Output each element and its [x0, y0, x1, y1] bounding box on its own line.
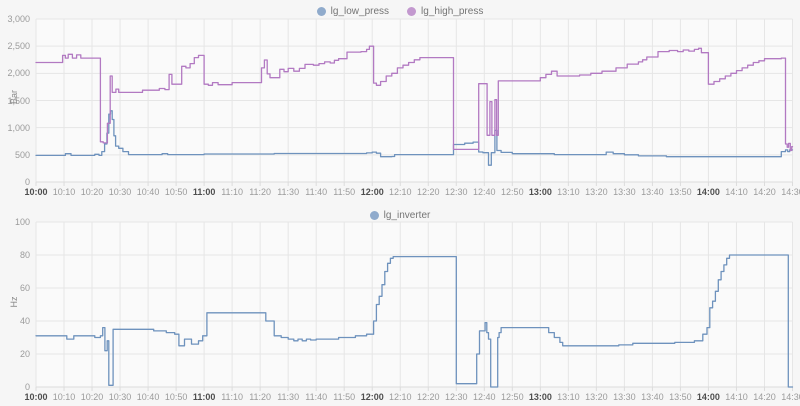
y-tick-label: 0 — [24, 382, 30, 392]
x-tick-label: 11:40 — [305, 187, 328, 197]
legend-dot-lg_low_press — [316, 7, 326, 16]
x-tick-label: 11:30 — [277, 187, 300, 197]
y-tick-label: 100 — [14, 217, 30, 227]
x-tick-label: 11:00 — [192, 187, 216, 197]
y-tick-label: 40 — [19, 316, 30, 326]
x-tick-label: 13:10 — [557, 187, 580, 197]
legend-label: lg_low_press — [330, 6, 390, 17]
x-tick-label: 11:00 — [192, 392, 216, 402]
x-tick-label: 12:20 — [416, 392, 440, 402]
x-tick-label: 13:40 — [641, 187, 664, 197]
x-tick-label: 12:00 — [360, 392, 384, 402]
x-tick-label: 11:50 — [333, 187, 356, 197]
x-tick-label: 14:10 — [725, 392, 748, 402]
x-tick-label: 10:30 — [108, 392, 132, 402]
series-line-lg_inverter — [35, 254, 794, 388]
x-tick-label: 11:20 — [249, 392, 272, 402]
x-tick-label: 12:40 — [473, 392, 496, 402]
pressure-legend: lg_low_press lg_high_press — [0, 6, 800, 17]
x-tick-label: 13:00 — [528, 392, 552, 402]
x-tick-label: 12:30 — [445, 392, 468, 402]
x-tick-label: 12:00 — [360, 187, 384, 197]
x-tick-label: 14:20 — [753, 187, 776, 197]
x-tick-label: 11:50 — [333, 392, 356, 402]
y-tick-label: 500 — [14, 149, 30, 160]
x-tick-label: 11:40 — [305, 392, 328, 402]
legend-item-lg_high_press[interactable]: lg_high_press — [407, 6, 483, 17]
y-tick-label: 0 — [24, 177, 30, 187]
x-tick-label: 11:30 — [277, 392, 300, 402]
x-tick-label: 10:40 — [136, 187, 160, 197]
y-tick-label: 2,500 — [7, 41, 30, 52]
x-tick-label: 11:10 — [221, 392, 244, 402]
x-tick-label: 11:20 — [249, 187, 272, 197]
x-tick-label: 12:30 — [445, 187, 468, 197]
inverter-chart[interactable] — [0, 202, 800, 406]
x-tick-label: 13:30 — [613, 392, 636, 402]
x-tick-label: 10:20 — [80, 187, 104, 197]
legend-item-lg_inverter[interactable]: lg_inverter — [369, 210, 431, 221]
y-tick-label: 2,000 — [7, 68, 30, 79]
x-tick-label: 13:10 — [557, 392, 580, 402]
x-tick-label: 10:20 — [80, 392, 104, 402]
inverter-legend: lg_inverter — [0, 210, 800, 221]
x-tick-label: 14:30 — [781, 392, 800, 402]
x-tick-label: 14:10 — [725, 187, 748, 197]
x-tick-label: 13:20 — [585, 187, 608, 197]
x-tick-label: 14:00 — [696, 187, 720, 197]
x-tick-label: 10:10 — [52, 392, 76, 402]
x-tick-label: 13:50 — [669, 392, 692, 402]
x-tick-label: 14:00 — [696, 392, 720, 402]
x-tick-label: 12:40 — [473, 187, 496, 197]
plot-background — [36, 222, 793, 387]
x-tick-label: 13:30 — [613, 187, 636, 197]
y-tick-label: 80 — [19, 250, 30, 260]
legend-item-lg_low_press[interactable]: lg_low_press — [316, 6, 390, 17]
x-tick-label: 11:10 — [221, 187, 244, 197]
legend-label: lg_high_press — [421, 6, 484, 17]
x-tick-label: 13:50 — [669, 187, 692, 197]
y-tick-label: 1,000 — [7, 122, 30, 133]
x-tick-label: 10:10 — [52, 187, 76, 197]
x-tick-label: 12:20 — [416, 187, 440, 197]
x-tick-label: 13:20 — [585, 392, 608, 402]
series-line-lg_low_press — [35, 110, 794, 166]
pressure-chart[interactable] — [0, 0, 800, 202]
y-tick-label: 1,500 — [7, 95, 30, 106]
pressure-chart-panel: lg_low_press lg_high_press Bar 10:00 10:10… — [0, 0, 800, 202]
x-tick-label: 12:50 — [501, 187, 524, 197]
x-tick-label: 10:00 — [24, 392, 48, 402]
x-tick-label: 12:10 — [388, 187, 412, 197]
legend-dot-lg_inverter — [369, 211, 379, 220]
x-tick-label: 14:20 — [753, 392, 776, 402]
x-tick-label: 10:50 — [164, 392, 188, 402]
y-tick-label: 3,000 — [7, 14, 30, 24]
x-tick-label: 14:30 — [781, 187, 800, 197]
inverter-chart-panel: lg_inverter Hz 10:00 10:10 10:20 10:30 10:40… — [0, 202, 800, 406]
x-tick-label: 10:00 — [24, 187, 48, 197]
x-tick-label: 10:30 — [108, 187, 132, 197]
series-line-lg_high_press — [35, 45, 794, 152]
x-tick-label: 12:50 — [501, 392, 524, 402]
x-tick-label: 10:50 — [164, 187, 188, 197]
legend-dot-lg_high_press — [407, 7, 417, 16]
y-tick-label: 20 — [19, 349, 30, 359]
legend-label: lg_inverter — [383, 210, 431, 221]
x-tick-label: 13:40 — [641, 392, 664, 402]
x-tick-label: 10:40 — [136, 392, 160, 402]
x-tick-label: 12:10 — [388, 392, 412, 402]
x-tick-label: 13:00 — [528, 187, 552, 197]
y-tick-label: 60 — [19, 283, 30, 293]
